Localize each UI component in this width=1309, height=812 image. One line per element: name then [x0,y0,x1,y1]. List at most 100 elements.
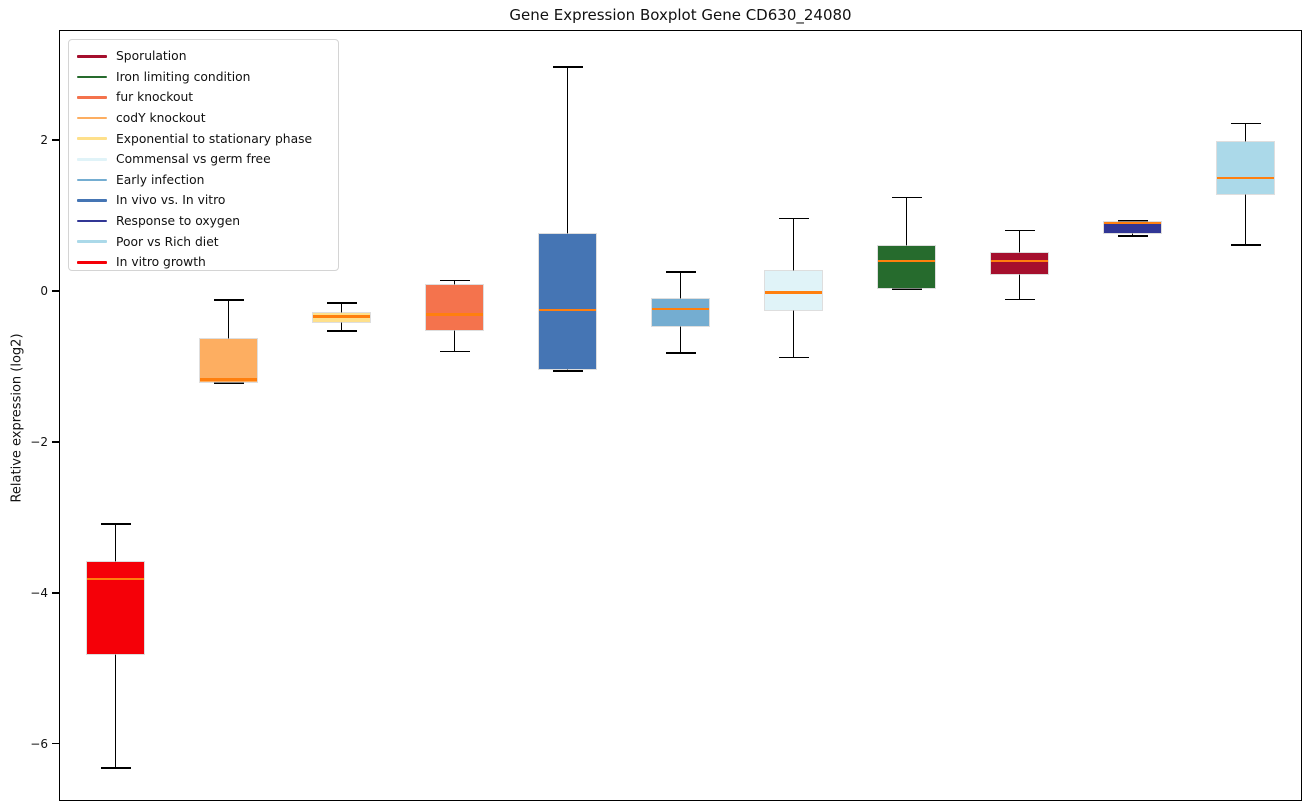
median-line-in-vivo-vs-in-vitro [539,308,596,312]
whisker-cap-upper-iron-limiting-condition [891,196,922,199]
median-line-response-to-oxygen [1104,221,1161,225]
legend-swatch-response-to-oxygen [77,219,107,223]
legend-swatch-early-infection [77,178,107,182]
whisker-cap-upper-in-vivo-vs-in-vitro [552,66,583,68]
whisker-lower-exponential-to-stationary-phase [340,321,343,331]
box-commensal-vs-germ-free [765,270,822,310]
legend-item-exponential-to-stationary-phase: Exponential to stationary phase [77,128,338,149]
plot-frame [59,30,1302,801]
whisker-cap-upper-early-infection [665,271,696,273]
whisker-cap-lower-poor-vs-rich-diet [1230,244,1261,246]
chart-title: Gene Expression Boxplot Gene CD630_24080 [509,6,852,24]
legend-item-label: Exponential to stationary phase [116,131,313,146]
box-response-to-oxygen [1104,221,1161,233]
whisker-upper-fur-knockout [453,280,456,285]
median-line-sporulation [991,259,1048,263]
whisker-cap-upper-response-to-oxygen [1117,220,1148,222]
legend-swatch-iron-limiting-condition [77,75,107,79]
whisker-cap-lower-response-to-oxygen [1117,235,1148,237]
y-tick-label: 2 [40,133,48,148]
whisker-cap-lower-cody-knockout [213,382,244,384]
legend-item-label: Response to oxygen [116,214,241,229]
whisker-cap-lower-early-infection [665,352,696,354]
whisker-upper-poor-vs-rich-diet [1244,123,1247,143]
whisker-upper-in-vitro-growth [114,524,117,562]
legend-item-early-infection: Early infection [77,170,338,191]
whisker-cap-lower-commensal-vs-germ-free [778,356,809,359]
legend-item-label: Early infection [116,172,205,187]
box-iron-limiting-condition [878,245,935,288]
whisker-lower-commensal-vs-germ-free [792,309,795,358]
box-in-vitro-growth [87,561,144,654]
box-sporulation [991,253,1048,274]
legend-item-label: In vitro growth [116,255,206,270]
whisker-cap-lower-sporulation [1004,298,1035,301]
whisker-lower-in-vivo-vs-in-vitro [566,369,569,371]
legend-item-label: codY knockout [116,111,206,126]
legend-item-label: fur knockout [116,90,194,105]
legend-swatch-cody-knockout [77,116,107,120]
whisker-lower-sporulation [1018,273,1021,300]
whisker-upper-cody-knockout [227,300,230,340]
whisker-lower-in-vitro-growth [114,653,117,768]
median-line-iron-limiting-condition [878,259,935,263]
y-tick-mark [52,441,59,443]
legend-swatch-poor-vs-rich-diet [77,240,107,243]
median-line-poor-vs-rich-diet [1217,176,1274,180]
whisker-upper-in-vivo-vs-in-vitro [566,66,569,235]
whisker-upper-commensal-vs-germ-free [792,218,795,271]
legend-swatch-commensal-vs-germ-free [77,157,107,161]
legend-item-label: Sporulation [116,49,187,64]
median-line-in-vitro-growth [87,577,144,581]
legend: Sporulation Iron limiting condition fur kn… [68,39,339,271]
whisker-upper-early-infection [679,272,682,299]
median-line-exponential-to-stationary-phase [313,315,370,318]
whisker-cap-upper-poor-vs-rich-diet [1230,122,1261,125]
legend-item-commensal-vs-germ-free: Commensal vs germ free [77,149,338,170]
whisker-upper-sporulation [1018,230,1021,254]
legend-item-sporulation: Sporulation [77,46,338,67]
whisker-cap-upper-fur-knockout [439,279,470,282]
box-fur-knockout [426,284,483,331]
y-tick-mark [52,290,59,292]
legend-item-poor-vs-rich-diet: Poor vs Rich diet [77,231,338,252]
legend-item-response-to-oxygen: Response to oxygen [77,211,338,232]
whisker-cap-upper-cody-knockout [213,299,244,301]
whisker-cap-lower-exponential-to-stationary-phase [326,330,357,332]
whisker-upper-exponential-to-stationary-phase [340,303,343,313]
box-cody-knockout [200,339,257,382]
whisker-lower-early-infection [679,325,682,353]
median-line-commensal-vs-germ-free [765,291,822,294]
whisker-cap-lower-in-vivo-vs-in-vitro [552,370,583,372]
y-tick-label: 0 [40,284,48,299]
legend-item-label: Commensal vs germ free [116,152,271,167]
median-line-cody-knockout [200,378,257,381]
y-tick-mark [52,592,59,594]
whisker-upper-iron-limiting-condition [905,197,908,246]
legend-item-label: Iron limiting condition [116,69,251,84]
legend-swatch-exponential-to-stationary-phase [77,137,107,140]
box-early-infection [652,298,709,326]
median-line-fur-knockout [426,313,483,316]
legend-item-cody-knockout: codY knockout [77,108,338,129]
legend-item-label: In vivo vs. In vitro [116,193,226,208]
whisker-lower-response-to-oxygen [1131,232,1134,236]
whisker-cap-upper-sporulation [1004,229,1035,232]
y-tick-mark [52,139,59,141]
whisker-lower-poor-vs-rich-diet [1244,194,1247,245]
whisker-cap-upper-exponential-to-stationary-phase [326,302,357,304]
whisker-cap-lower-fur-knockout [439,350,470,353]
whisker-cap-upper-commensal-vs-germ-free [778,217,809,220]
legend-item-iron-limiting-condition: Iron limiting condition [77,67,338,88]
legend-item-in-vitro-growth: In vitro growth [77,252,338,273]
whisker-cap-lower-iron-limiting-condition [891,288,922,290]
box-in-vivo-vs-in-vitro [539,234,596,370]
box-poor-vs-rich-diet [1217,142,1274,195]
median-line-early-infection [652,307,709,311]
legend-item-fur-knockout: fur knockout [77,87,338,108]
y-tick-label: −6 [30,736,48,751]
legend-swatch-sporulation [77,55,107,58]
legend-swatch-fur-knockout [77,96,107,99]
